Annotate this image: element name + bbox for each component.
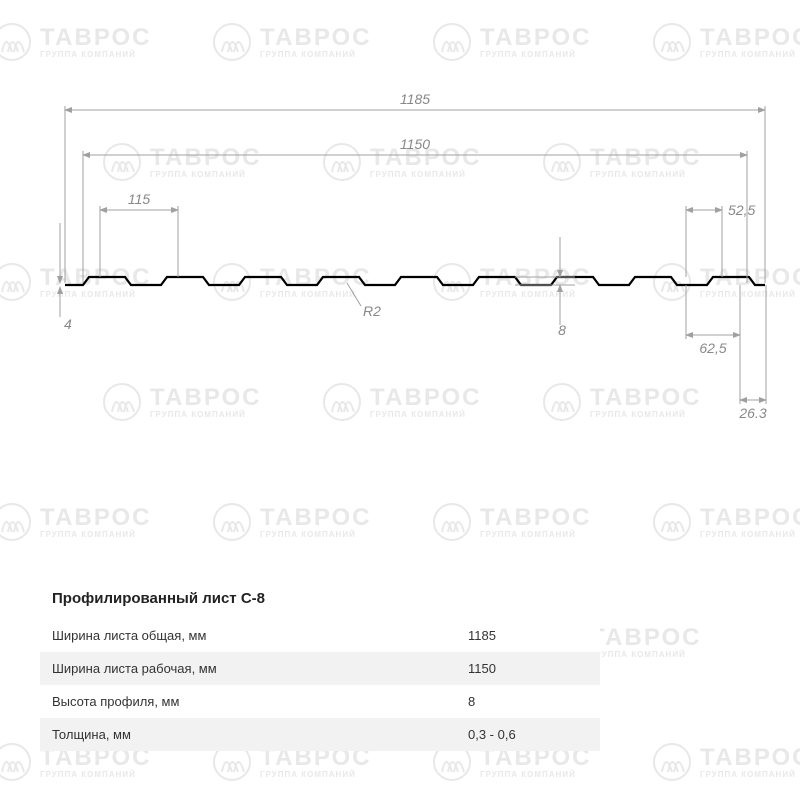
spec-label: Высота профиля, мм (52, 694, 468, 709)
dim-label: 52,5 (728, 202, 755, 218)
spec-label: Ширина листа рабочая, мм (52, 661, 468, 676)
spec-value: 0,3 - 0,6 (468, 727, 588, 742)
spec-value: 1150 (468, 661, 588, 676)
dim-label: 1185 (400, 91, 430, 107)
watermark: ТАВРОСГРУППА КОМПАНИЙ (700, 746, 800, 779)
spec-row: Толщина, мм0,3 - 0,6 (40, 718, 600, 751)
dim-label: 115 (128, 191, 151, 207)
technical-drawing: 1185 1150 115 52,5 62,5 26.3 8 4 R2 (0, 0, 800, 520)
dim-label: 62,5 (699, 340, 726, 356)
spec-label: Толщина, мм (52, 727, 468, 742)
spec-label: Ширина листа общая, мм (52, 628, 468, 643)
dim-label: 4 (64, 316, 72, 332)
dim-label: R2 (363, 303, 381, 319)
spec-table-title: Профилированный лист С-8 (40, 580, 600, 619)
profile-line (65, 277, 765, 285)
spec-table: Профилированный лист С-8 Ширина листа об… (40, 580, 600, 751)
watermark: ТАВРОСГРУППА КОМПАНИЙ (590, 626, 702, 659)
dim-label: 26.3 (738, 405, 766, 421)
dim-label: 1150 (400, 136, 430, 152)
dim-label: 8 (558, 322, 566, 338)
spec-row: Ширина листа рабочая, мм1150 (40, 652, 600, 685)
spec-value: 8 (468, 694, 588, 709)
spec-row: Высота профиля, мм8 (40, 685, 600, 718)
spec-value: 1185 (468, 628, 588, 643)
spec-row: Ширина листа общая, мм1185 (40, 619, 600, 652)
